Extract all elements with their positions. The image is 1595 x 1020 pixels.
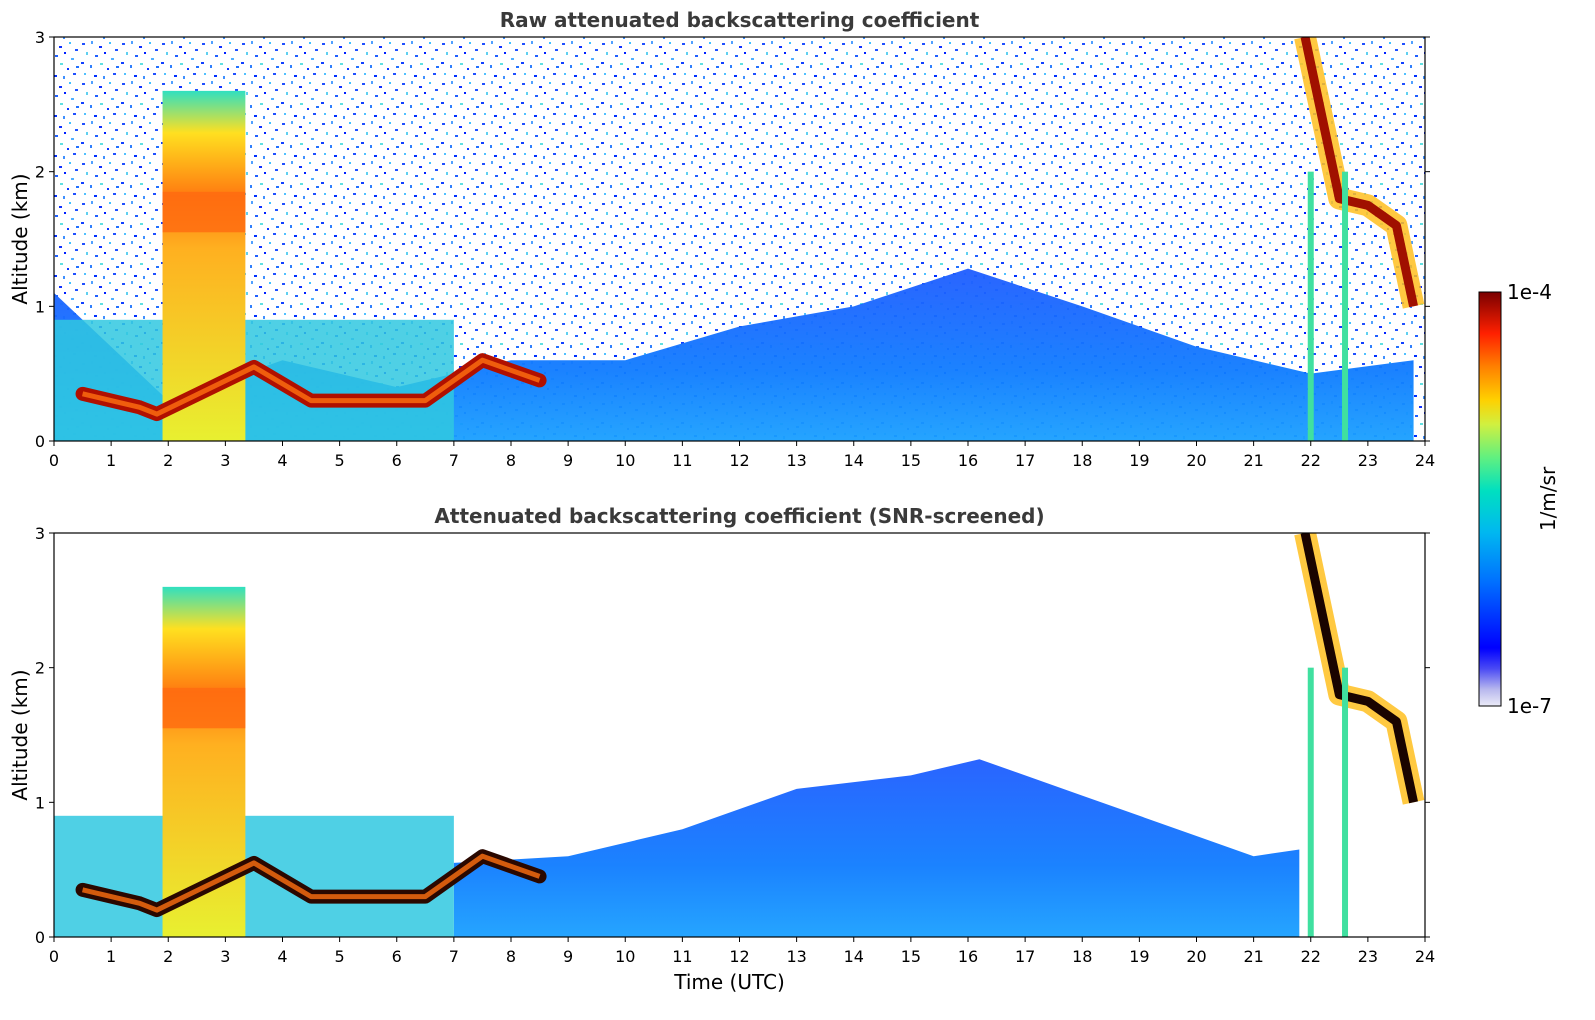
x-tick-label: 8 — [506, 451, 516, 470]
x-tick-label: 20 — [1186, 451, 1206, 470]
panel-2: Attenuated backscattering coefficient (S… — [8, 504, 1435, 994]
x-tick-label: 3 — [220, 947, 230, 966]
y-tick-label: 2 — [35, 659, 45, 678]
colorbar-min-label: 1e-7 — [1507, 694, 1552, 718]
x-tick-label: 7 — [449, 451, 459, 470]
x-tick-label: 23 — [1358, 451, 1378, 470]
x-tick-label: 2 — [163, 451, 173, 470]
y-tick-label: 1 — [35, 297, 45, 316]
x-tick-label: 24 — [1415, 451, 1435, 470]
y-tick-label: 1 — [35, 793, 45, 812]
y-axis-label: Altitude (km) — [8, 173, 32, 304]
x-tick-label: 19 — [1129, 451, 1149, 470]
x-tick-label: 2 — [163, 947, 173, 966]
boundary-layer — [54, 815, 454, 937]
x-tick-label: 20 — [1186, 947, 1206, 966]
boundary-layer — [54, 319, 454, 441]
x-tick-label: 3 — [220, 451, 230, 470]
colorbar-unit-label: 1/m/sr — [1536, 466, 1560, 531]
heatmap-area — [54, 533, 1425, 937]
x-tick-label: 15 — [901, 451, 921, 470]
x-tick-label: 8 — [506, 947, 516, 966]
x-tick-label: 0 — [49, 451, 59, 470]
upper-cloud-layer — [1300, 37, 1418, 308]
x-tick-label: 5 — [335, 947, 345, 966]
x-tick-label: 14 — [844, 451, 864, 470]
x-tick-label: 6 — [392, 451, 402, 470]
x-axis-label: Time (UTC) — [673, 970, 785, 994]
x-tick-label: 9 — [563, 947, 573, 966]
colorbar-gradient — [1478, 291, 1502, 707]
y-axis-label: Altitude (km) — [8, 669, 32, 800]
panel-title: Raw attenuated backscattering coefficien… — [500, 8, 980, 32]
cloud-core — [162, 687, 246, 729]
x-tick-label: 21 — [1243, 947, 1263, 966]
x-tick-label: 24 — [1415, 947, 1435, 966]
low-cloud-edge — [81, 357, 541, 417]
x-tick-label: 16 — [958, 947, 978, 966]
x-tick-label: 0 — [49, 947, 59, 966]
y-tick-label: 3 — [35, 524, 45, 543]
aerosol-layer — [453, 759, 1300, 937]
x-tick-label: 12 — [729, 451, 749, 470]
x-tick-label: 11 — [672, 451, 692, 470]
x-tick-label: 5 — [335, 451, 345, 470]
x-tick-label: 22 — [1301, 451, 1321, 470]
x-tick-label: 4 — [277, 947, 287, 966]
x-tick-label: 16 — [958, 451, 978, 470]
panel-1: Raw attenuated backscattering coefficien… — [8, 8, 1435, 470]
y-tick-label: 3 — [35, 28, 45, 47]
x-tick-label: 17 — [1015, 451, 1035, 470]
x-tick-label: 18 — [1072, 947, 1092, 966]
x-tick-label: 10 — [615, 947, 635, 966]
x-tick-label: 10 — [615, 451, 635, 470]
x-tick-label: 19 — [1129, 947, 1149, 966]
precip-streak-2 — [1342, 171, 1349, 441]
x-tick-label: 23 — [1358, 947, 1378, 966]
colorbar: 1e-4 1e-7 1/m/sr — [1478, 280, 1560, 718]
y-tick-label: 0 — [35, 928, 45, 947]
x-tick-label: 22 — [1301, 947, 1321, 966]
precip-streak-1 — [1307, 667, 1314, 937]
low-cloud-edge — [81, 853, 541, 913]
x-tick-label: 12 — [729, 947, 749, 966]
x-tick-label: 13 — [786, 451, 806, 470]
x-tick-label: 18 — [1072, 451, 1092, 470]
precip-streak-2 — [1342, 667, 1349, 937]
x-tick-label: 1 — [106, 947, 116, 966]
x-tick-label: 11 — [672, 947, 692, 966]
upper-cloud-layer — [1300, 533, 1418, 804]
y-tick-label: 0 — [35, 432, 45, 451]
precip-streak-1 — [1307, 171, 1314, 441]
x-tick-label: 14 — [844, 947, 864, 966]
cloud-core — [162, 191, 246, 233]
x-tick-label: 7 — [449, 947, 459, 966]
heatmap-area — [54, 37, 1425, 441]
y-tick-label: 2 — [35, 163, 45, 182]
x-tick-label: 17 — [1015, 947, 1035, 966]
colorbar-max-label: 1e-4 — [1507, 280, 1552, 304]
x-tick-label: 21 — [1243, 451, 1263, 470]
panel-title: Attenuated backscattering coefficient (S… — [434, 504, 1044, 528]
x-tick-label: 6 — [392, 947, 402, 966]
x-tick-label: 13 — [786, 947, 806, 966]
x-tick-label: 9 — [563, 451, 573, 470]
x-tick-label: 4 — [277, 451, 287, 470]
x-tick-label: 1 — [106, 451, 116, 470]
x-tick-label: 15 — [901, 947, 921, 966]
